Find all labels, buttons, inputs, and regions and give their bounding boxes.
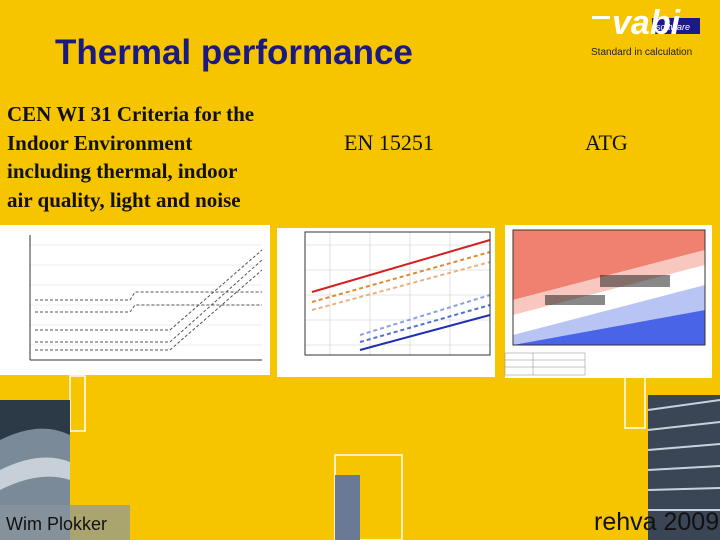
tagline: Standard in calculation <box>591 47 693 58</box>
criteria-text: CEN WI 31 Criteria for the Indoor Enviro… <box>7 100 254 214</box>
event: rehva 2009 <box>594 508 720 536</box>
text-line: CEN WI 31 Criteria for the <box>7 102 255 126</box>
title: Thermal performance <box>55 33 413 72</box>
logo-badge: software <box>656 22 691 32</box>
text-line: Indoor Environment <box>7 130 193 155</box>
standard-label: EN 15251 <box>344 130 434 155</box>
text-line: air quality, light and noise <box>7 187 241 212</box>
text-line: including thermal, indoor <box>7 159 238 183</box>
standard-label: ATG <box>585 130 628 155</box>
logo-word: vabi <box>612 4 681 42</box>
author: Wim Plokker <box>6 514 108 534</box>
